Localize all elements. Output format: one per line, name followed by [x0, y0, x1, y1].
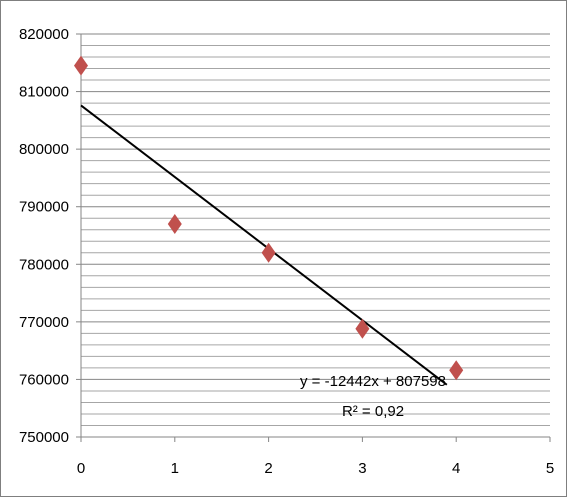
trendline-labels: y = -12442x + 807598 R² = 0,92: [300, 373, 446, 420]
y-tick-label: 780000: [19, 256, 69, 273]
data-point: [167, 213, 182, 234]
y-tick-label: 770000: [19, 314, 69, 331]
data-point: [261, 242, 276, 263]
data-point: [74, 55, 88, 76]
x-tick-label: 0: [77, 460, 85, 477]
x-tick-label: 1: [171, 460, 179, 477]
data-points: [74, 55, 464, 381]
y-tick-label: 820000: [19, 26, 69, 43]
trendline-group: [80, 104, 448, 386]
x-tick-label: 5: [546, 460, 554, 477]
trendline: [80, 104, 448, 386]
data-point: [355, 318, 370, 339]
x-tick-label: 2: [264, 460, 272, 477]
x-axis-tick-labels: 0 1 2 3 4 5: [77, 460, 554, 477]
y-tick-label: 810000: [19, 84, 69, 101]
y-axis-tick-labels: 750000 760000 770000 780000 790000 800000 8100…: [19, 26, 69, 446]
y-tick-label: 760000: [19, 371, 69, 388]
data-point: [449, 360, 464, 381]
y-tick-label: 750000: [19, 429, 69, 446]
axes: [76, 33, 551, 442]
x-tick-label: 4: [452, 460, 460, 477]
trendline-r-squared: R² = 0,92: [342, 403, 404, 420]
y-tick-label: 800000: [19, 141, 69, 158]
trendline-equation: y = -12442x + 807598: [300, 373, 446, 390]
x-tick-label: 3: [358, 460, 366, 477]
y-tick-label: 790000: [19, 199, 69, 216]
gridlines: [81, 33, 550, 426]
